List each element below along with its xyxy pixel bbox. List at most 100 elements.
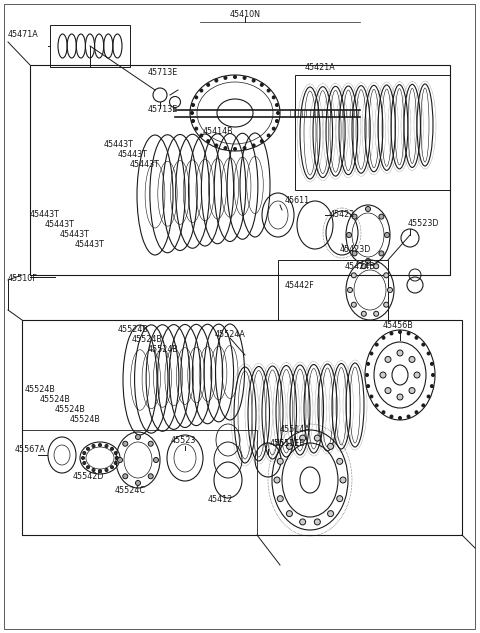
Circle shape (135, 480, 141, 486)
Circle shape (407, 415, 410, 418)
Circle shape (397, 394, 403, 400)
Circle shape (195, 96, 198, 99)
Circle shape (195, 127, 198, 130)
Circle shape (374, 311, 379, 316)
Circle shape (200, 89, 203, 92)
Circle shape (191, 111, 193, 115)
Text: 45443T: 45443T (103, 140, 133, 149)
Circle shape (427, 352, 430, 355)
Circle shape (384, 302, 389, 307)
Circle shape (233, 147, 237, 151)
Circle shape (92, 468, 95, 472)
Circle shape (361, 311, 366, 316)
Circle shape (276, 103, 278, 106)
Circle shape (415, 336, 418, 339)
Circle shape (267, 134, 270, 137)
Circle shape (192, 103, 194, 106)
Circle shape (385, 356, 391, 363)
Circle shape (367, 385, 370, 387)
Text: 45524B: 45524B (132, 335, 163, 344)
Circle shape (407, 332, 410, 335)
Circle shape (83, 451, 86, 454)
Circle shape (116, 456, 119, 460)
Circle shape (98, 444, 101, 446)
Circle shape (375, 343, 378, 346)
Circle shape (207, 140, 210, 142)
Circle shape (98, 470, 101, 472)
Bar (50, 25, 130, 67)
Circle shape (422, 343, 425, 346)
Circle shape (267, 89, 270, 92)
Text: 45456B: 45456B (383, 321, 413, 330)
Circle shape (379, 251, 384, 256)
Circle shape (379, 214, 384, 219)
Text: 45510F: 45510F (8, 274, 38, 283)
Circle shape (390, 415, 393, 418)
Circle shape (352, 214, 357, 219)
Circle shape (327, 443, 334, 449)
Bar (30, 65, 450, 275)
Text: 45523: 45523 (170, 436, 196, 445)
Circle shape (382, 336, 385, 339)
Text: 45443T: 45443T (45, 220, 75, 229)
Circle shape (224, 77, 227, 79)
Text: 45511E: 45511E (270, 439, 300, 448)
Circle shape (382, 411, 385, 414)
Circle shape (287, 511, 292, 517)
Bar (22, 320, 462, 535)
Circle shape (370, 352, 373, 355)
Circle shape (397, 350, 403, 356)
Circle shape (135, 434, 141, 439)
Text: 45567A: 45567A (15, 446, 46, 454)
Circle shape (340, 477, 346, 483)
Circle shape (351, 302, 356, 307)
Circle shape (276, 120, 278, 123)
Text: 45713E: 45713E (148, 105, 178, 114)
Text: 45442F: 45442F (285, 280, 315, 289)
Circle shape (384, 232, 389, 237)
Circle shape (431, 362, 433, 365)
Circle shape (432, 373, 434, 377)
Circle shape (154, 458, 158, 463)
Circle shape (361, 264, 366, 269)
Text: 45542D: 45542D (72, 472, 104, 481)
Circle shape (365, 373, 369, 377)
Text: 45524B: 45524B (55, 405, 86, 414)
Circle shape (337, 458, 343, 465)
Circle shape (387, 287, 393, 292)
Circle shape (380, 372, 386, 378)
Text: 45443T: 45443T (130, 160, 160, 169)
Bar (295, 75, 450, 190)
Circle shape (200, 134, 203, 137)
Circle shape (260, 140, 264, 142)
Circle shape (243, 147, 246, 149)
Circle shape (105, 444, 108, 448)
Text: 45511E: 45511E (275, 439, 305, 448)
Text: 45514A: 45514A (280, 425, 311, 434)
Text: 45611: 45611 (285, 196, 310, 205)
Circle shape (277, 458, 283, 465)
Circle shape (300, 435, 306, 441)
Text: 45443T: 45443T (60, 230, 90, 239)
Circle shape (243, 77, 246, 79)
Circle shape (409, 356, 415, 363)
Text: 45412: 45412 (207, 495, 233, 504)
Text: 45524B: 45524B (70, 415, 101, 424)
Circle shape (224, 147, 227, 149)
Circle shape (252, 79, 255, 82)
Circle shape (192, 120, 194, 123)
Circle shape (351, 273, 356, 278)
Circle shape (390, 332, 393, 335)
Text: 45713E: 45713E (148, 68, 178, 77)
Circle shape (365, 258, 371, 263)
Text: 45524A: 45524A (215, 330, 246, 339)
Circle shape (276, 111, 279, 115)
Circle shape (260, 84, 264, 86)
Circle shape (215, 144, 218, 147)
Circle shape (385, 387, 391, 394)
Circle shape (114, 461, 117, 465)
Circle shape (252, 144, 255, 147)
Circle shape (92, 444, 95, 448)
Circle shape (110, 448, 114, 450)
Circle shape (398, 417, 401, 420)
